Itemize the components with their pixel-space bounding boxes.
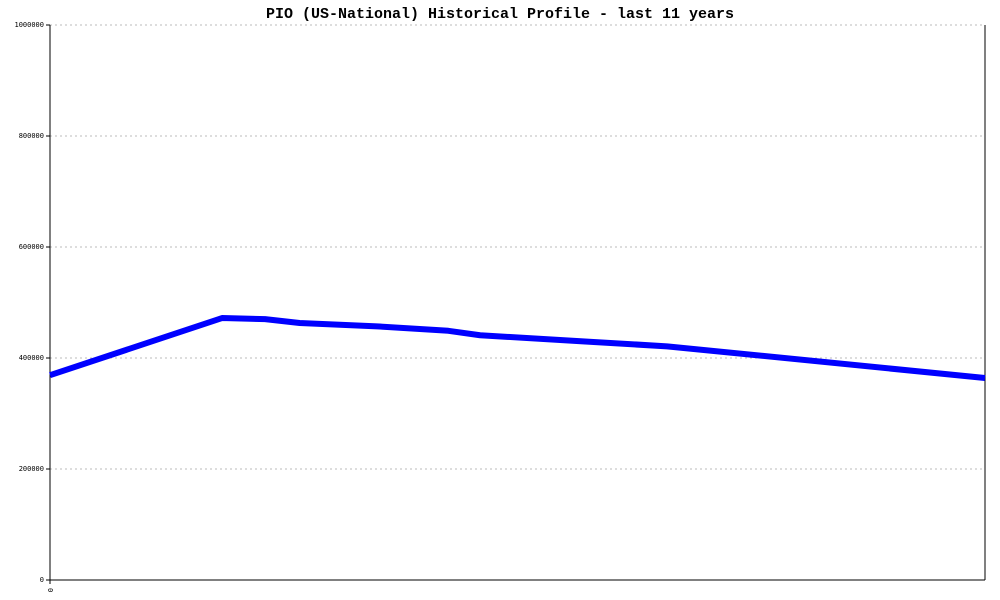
y-tick-label: 1000000: [14, 21, 44, 29]
chart-title: PIO (US-National) Historical Profile - l…: [266, 6, 734, 23]
y-tick-label: 200000: [19, 465, 44, 473]
x-tick-label: 0: [46, 588, 54, 592]
y-tick-label: 600000: [19, 243, 44, 251]
y-tick-label: 800000: [19, 132, 44, 140]
y-tick-label: 400000: [19, 354, 44, 362]
data-line: [49, 315, 986, 381]
y-tick-label: 0: [40, 576, 44, 584]
